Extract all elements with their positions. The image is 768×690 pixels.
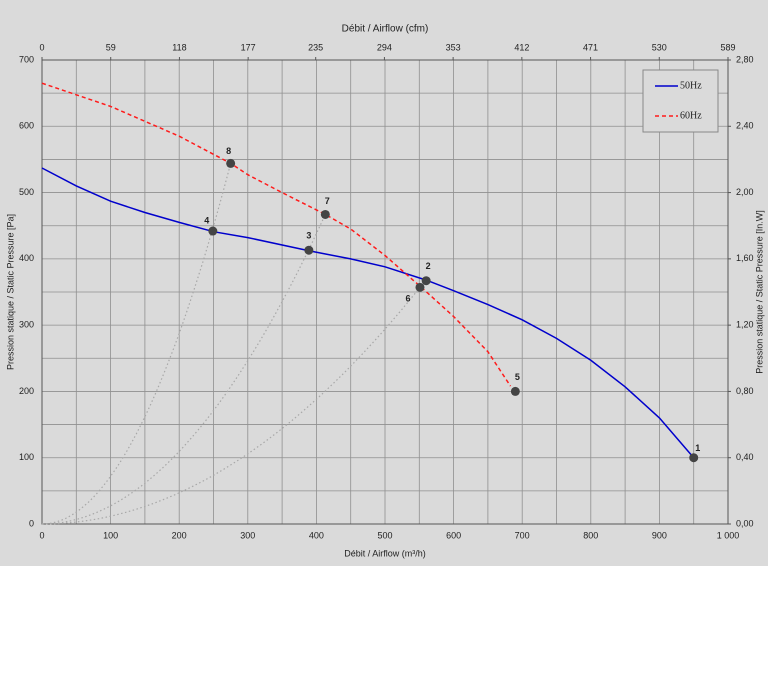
point-label: 6 xyxy=(405,294,410,304)
y-tick-label: 400 xyxy=(19,253,34,263)
operating-point xyxy=(226,158,236,168)
y2-tick-label: 0,40 xyxy=(736,452,754,462)
x2-tick-label: 235 xyxy=(308,42,323,52)
x2-tick-label: 589 xyxy=(720,42,735,52)
x-tick-label: 200 xyxy=(172,530,187,540)
x-tick-label: 300 xyxy=(240,530,255,540)
y2-tick-label: 2,40 xyxy=(736,121,754,131)
series-line xyxy=(41,167,695,459)
y2-tick-label: 2,80 xyxy=(736,54,754,64)
system-curve xyxy=(41,287,421,525)
point-label: 8 xyxy=(226,146,231,156)
point-label: 2 xyxy=(426,261,431,271)
series-line xyxy=(41,82,512,387)
x-tick-label: 100 xyxy=(103,530,118,540)
x-tick-label: 800 xyxy=(583,530,598,540)
x2-tick-label: 412 xyxy=(514,42,529,52)
y-axis-label: Pression statique / Static Pressure [Pa] xyxy=(5,214,15,370)
x-tick-label: 700 xyxy=(515,530,530,540)
legend-label: 60Hz xyxy=(680,110,702,121)
y2-tick-label: 2,00 xyxy=(736,187,754,197)
x2-tick-label: 118 xyxy=(172,42,186,52)
operating-point xyxy=(689,453,699,463)
legend-label: 50Hz xyxy=(680,80,702,91)
x-tick-label: 900 xyxy=(652,530,667,540)
y2-tick-label: 0,80 xyxy=(736,386,754,396)
point-label: 7 xyxy=(325,196,330,206)
system-curve xyxy=(41,163,232,525)
y-tick-label: 600 xyxy=(19,121,34,131)
operating-point xyxy=(415,282,425,292)
y2-tick-label: 1,60 xyxy=(736,253,754,263)
x2-axis-label: Débit / Airflow (cfm) xyxy=(342,24,429,35)
x-tick-label: 0 xyxy=(39,530,44,540)
y2-tick-label: 1,20 xyxy=(736,320,754,330)
chart-background xyxy=(0,0,768,566)
plot-frame xyxy=(41,59,729,525)
point-label: 1 xyxy=(695,443,700,453)
y-tick-label: 200 xyxy=(19,386,34,396)
y-tick-label: 500 xyxy=(19,187,34,197)
y-tick-label: 300 xyxy=(19,320,34,330)
x-tick-label: 500 xyxy=(377,530,392,540)
x2-tick-label: 294 xyxy=(377,42,392,52)
x2-tick-label: 353 xyxy=(446,42,461,52)
y-tick-label: 700 xyxy=(19,54,34,64)
point-label: 4 xyxy=(204,215,209,225)
point-label: 3 xyxy=(306,231,311,241)
y2-tick-label: 0,00 xyxy=(736,518,754,528)
operating-point xyxy=(320,209,330,219)
x2-tick-label: 177 xyxy=(241,42,256,52)
system-curve xyxy=(41,214,326,525)
y2-axis-label: Pression statique / Static Pressure [In.… xyxy=(754,210,764,374)
x-axis-label: Débit / Airflow (m³/h) xyxy=(344,548,426,558)
x2-tick-label: 0 xyxy=(39,42,44,52)
operating-point xyxy=(421,276,431,286)
point-label: 5 xyxy=(515,372,520,382)
x-tick-label: 400 xyxy=(309,530,324,540)
x2-tick-label: 59 xyxy=(106,42,116,52)
operating-point xyxy=(208,226,218,236)
x2-tick-label: 471 xyxy=(583,42,598,52)
x-tick-label: 600 xyxy=(446,530,461,540)
legend: 50Hz 60Hz xyxy=(642,69,719,133)
y-tick-label: 100 xyxy=(19,452,34,462)
x-tick-label: 1 000 xyxy=(717,530,740,540)
operating-point xyxy=(510,386,520,396)
y-tick-label: 0 xyxy=(29,518,34,528)
x2-tick-label: 530 xyxy=(652,42,667,52)
operating-point xyxy=(304,245,314,255)
legend-box xyxy=(642,69,719,133)
